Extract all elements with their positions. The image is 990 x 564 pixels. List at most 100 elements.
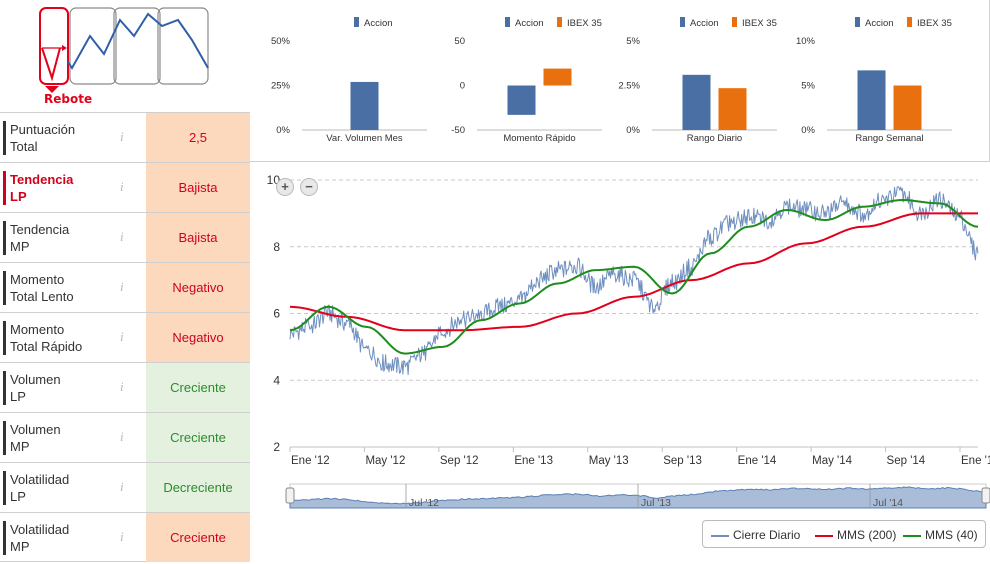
indicator-label: Volatilidad LP [10,472,70,504]
indicator-row[interactable]: Volumen LP i Creciente [0,362,250,412]
indicator-value: Creciente [146,513,250,562]
info-icon[interactable]: i [120,479,124,494]
y-tick-label: 6 [273,307,280,321]
y-tick-label: 2 [273,440,280,454]
indicator-label: Puntuación Total [10,122,76,154]
y-tick-label: 50 [454,36,465,47]
x-tick-label: May '12 [365,455,405,467]
legend-item-cierre[interactable]: Cierre Diario [711,528,800,542]
series-mms-200[interactable] [289,212,978,332]
legend-label: Accion [515,18,544,29]
zoom-out-icon[interactable]: − [300,178,318,196]
info-icon[interactable]: i [120,279,124,294]
mini-chart-rango-diario: Accion IBEX 35 5% 2.5% 0% Rango Diario [612,0,787,158]
indicator-row[interactable]: Volatilidad LP i Decreciente [0,462,250,512]
y-tick-label: 0 [460,81,465,92]
x-tick-label: Ene '13 [514,455,553,467]
mini-chart-svg: Accion IBEX 35 50 0 -50 Momento Rápido [451,17,602,144]
indicator-label: Volumen MP [10,422,61,454]
indicator-row[interactable]: Volatilidad MP i Creciente [0,512,250,562]
y-tick-label: 5% [626,36,640,47]
indicator-marker [3,271,6,305]
legend-swatch [354,17,359,27]
y-tick-label: 5% [801,81,815,92]
indicator-label: Momento Total Lento [10,272,74,304]
info-icon[interactable]: i [120,529,124,544]
indicator-row[interactable]: Momento Total Rápido i Negativo [0,312,250,362]
navigator-label: Jul '14 [873,497,903,509]
bar-accion[interactable] [350,81,379,130]
bar-accion[interactable] [507,85,536,115]
indicator-value: Negativo [146,313,250,362]
indicator-marker [3,471,6,505]
y-tick-label: 25% [271,81,291,92]
bar-accion[interactable] [857,70,886,130]
indicator-row[interactable]: Momento Total Lento i Negativo [0,262,250,312]
y-tick-label: 0% [276,125,290,136]
indicator-row[interactable]: Volumen MP i Creciente [0,412,250,462]
mini-chart-volumen: Accion 50% 25% 0% Var. Volumen Mes [262,0,437,158]
info-icon[interactable]: i [120,129,124,144]
pattern-label: Rebote [44,92,93,106]
legend-item-mms200[interactable]: MMS (200) [815,528,896,542]
bar-ibex-35[interactable] [893,85,922,131]
indicator-value: Negativo [146,263,250,312]
indicator-marker [3,371,6,405]
x-axis-label: Rango Diario [687,133,742,144]
indicator-row[interactable]: Tendencia LP i Bajista [0,162,250,212]
y-tick-label: 0% [626,125,640,136]
info-icon[interactable]: i [120,179,124,194]
legend-label: IBEX 35 [742,18,777,29]
x-tick-label: Sep '12 [440,455,479,467]
x-axis-label: Momento Rápido [503,133,575,144]
indicator-value: Bajista [146,213,250,262]
zoom-in-icon[interactable]: + [276,178,294,196]
info-icon[interactable]: i [120,379,124,394]
x-tick-label: Ene '14 [738,455,777,467]
legend-swatch [505,17,510,27]
indicator-label: Tendencia MP [10,222,70,254]
y-tick-label: -50 [451,125,465,136]
mini-chart-momento: Accion IBEX 35 50 0 -50 Momento Rápido [437,0,612,158]
x-tick-label: Sep '14 [887,455,926,467]
price-chart: 10 8 6 4 2 Ene '12 May '12 Sep '12 Ene '13 May '1… [250,162,990,564]
indicator-label: Volumen LP [10,372,61,404]
info-icon[interactable]: i [120,429,124,444]
navigator-label: Jul '13 [641,497,671,509]
legend-label: IBEX 35 [567,18,602,29]
series-cierre-diario[interactable] [289,186,979,376]
x-axis-label: Rango Semanal [855,133,923,144]
mini-chart-svg: Accion 50% 25% 0% Var. Volumen Mes [271,17,427,144]
y-tick-label: 2.5% [618,81,640,92]
legend-swatch [557,17,562,27]
y-tick-label: 50% [271,36,291,47]
indicator-marker [3,171,6,205]
legend-swatch [732,17,737,27]
indicator-value: Creciente [146,413,250,462]
indicator-marker [3,521,6,555]
info-icon[interactable]: i [120,329,124,344]
x-tick-label: May '14 [812,455,853,467]
y-tick-label: 8 [273,240,280,254]
navigator-handle[interactable] [285,487,295,504]
legend-swatch [907,17,912,27]
x-tick-label: May '13 [589,455,629,467]
legend-label: Accion [865,18,894,29]
navigator-handle[interactable] [981,487,990,504]
legend-swatch [815,534,833,537]
indicator-label: Volatilidad MP [10,522,70,554]
indicator-row[interactable]: Puntuación Total i 2,5 [0,112,250,162]
pattern-widget: Rebote [0,0,250,112]
legend-item-mms40[interactable]: MMS (40) [903,528,978,542]
legend-label: Accion [364,18,393,29]
indicator-value: Bajista [146,163,250,212]
series-mms-40[interactable] [289,199,979,355]
bar-accion[interactable] [682,74,711,130]
bar-ibex-35[interactable] [543,68,572,86]
info-icon[interactable]: i [120,229,124,244]
indicator-row[interactable]: Tendencia MP i Bajista [0,212,250,262]
bar-ibex-35[interactable] [718,88,747,130]
legend-label: IBEX 35 [917,18,952,29]
indicator-value: Creciente [146,363,250,412]
